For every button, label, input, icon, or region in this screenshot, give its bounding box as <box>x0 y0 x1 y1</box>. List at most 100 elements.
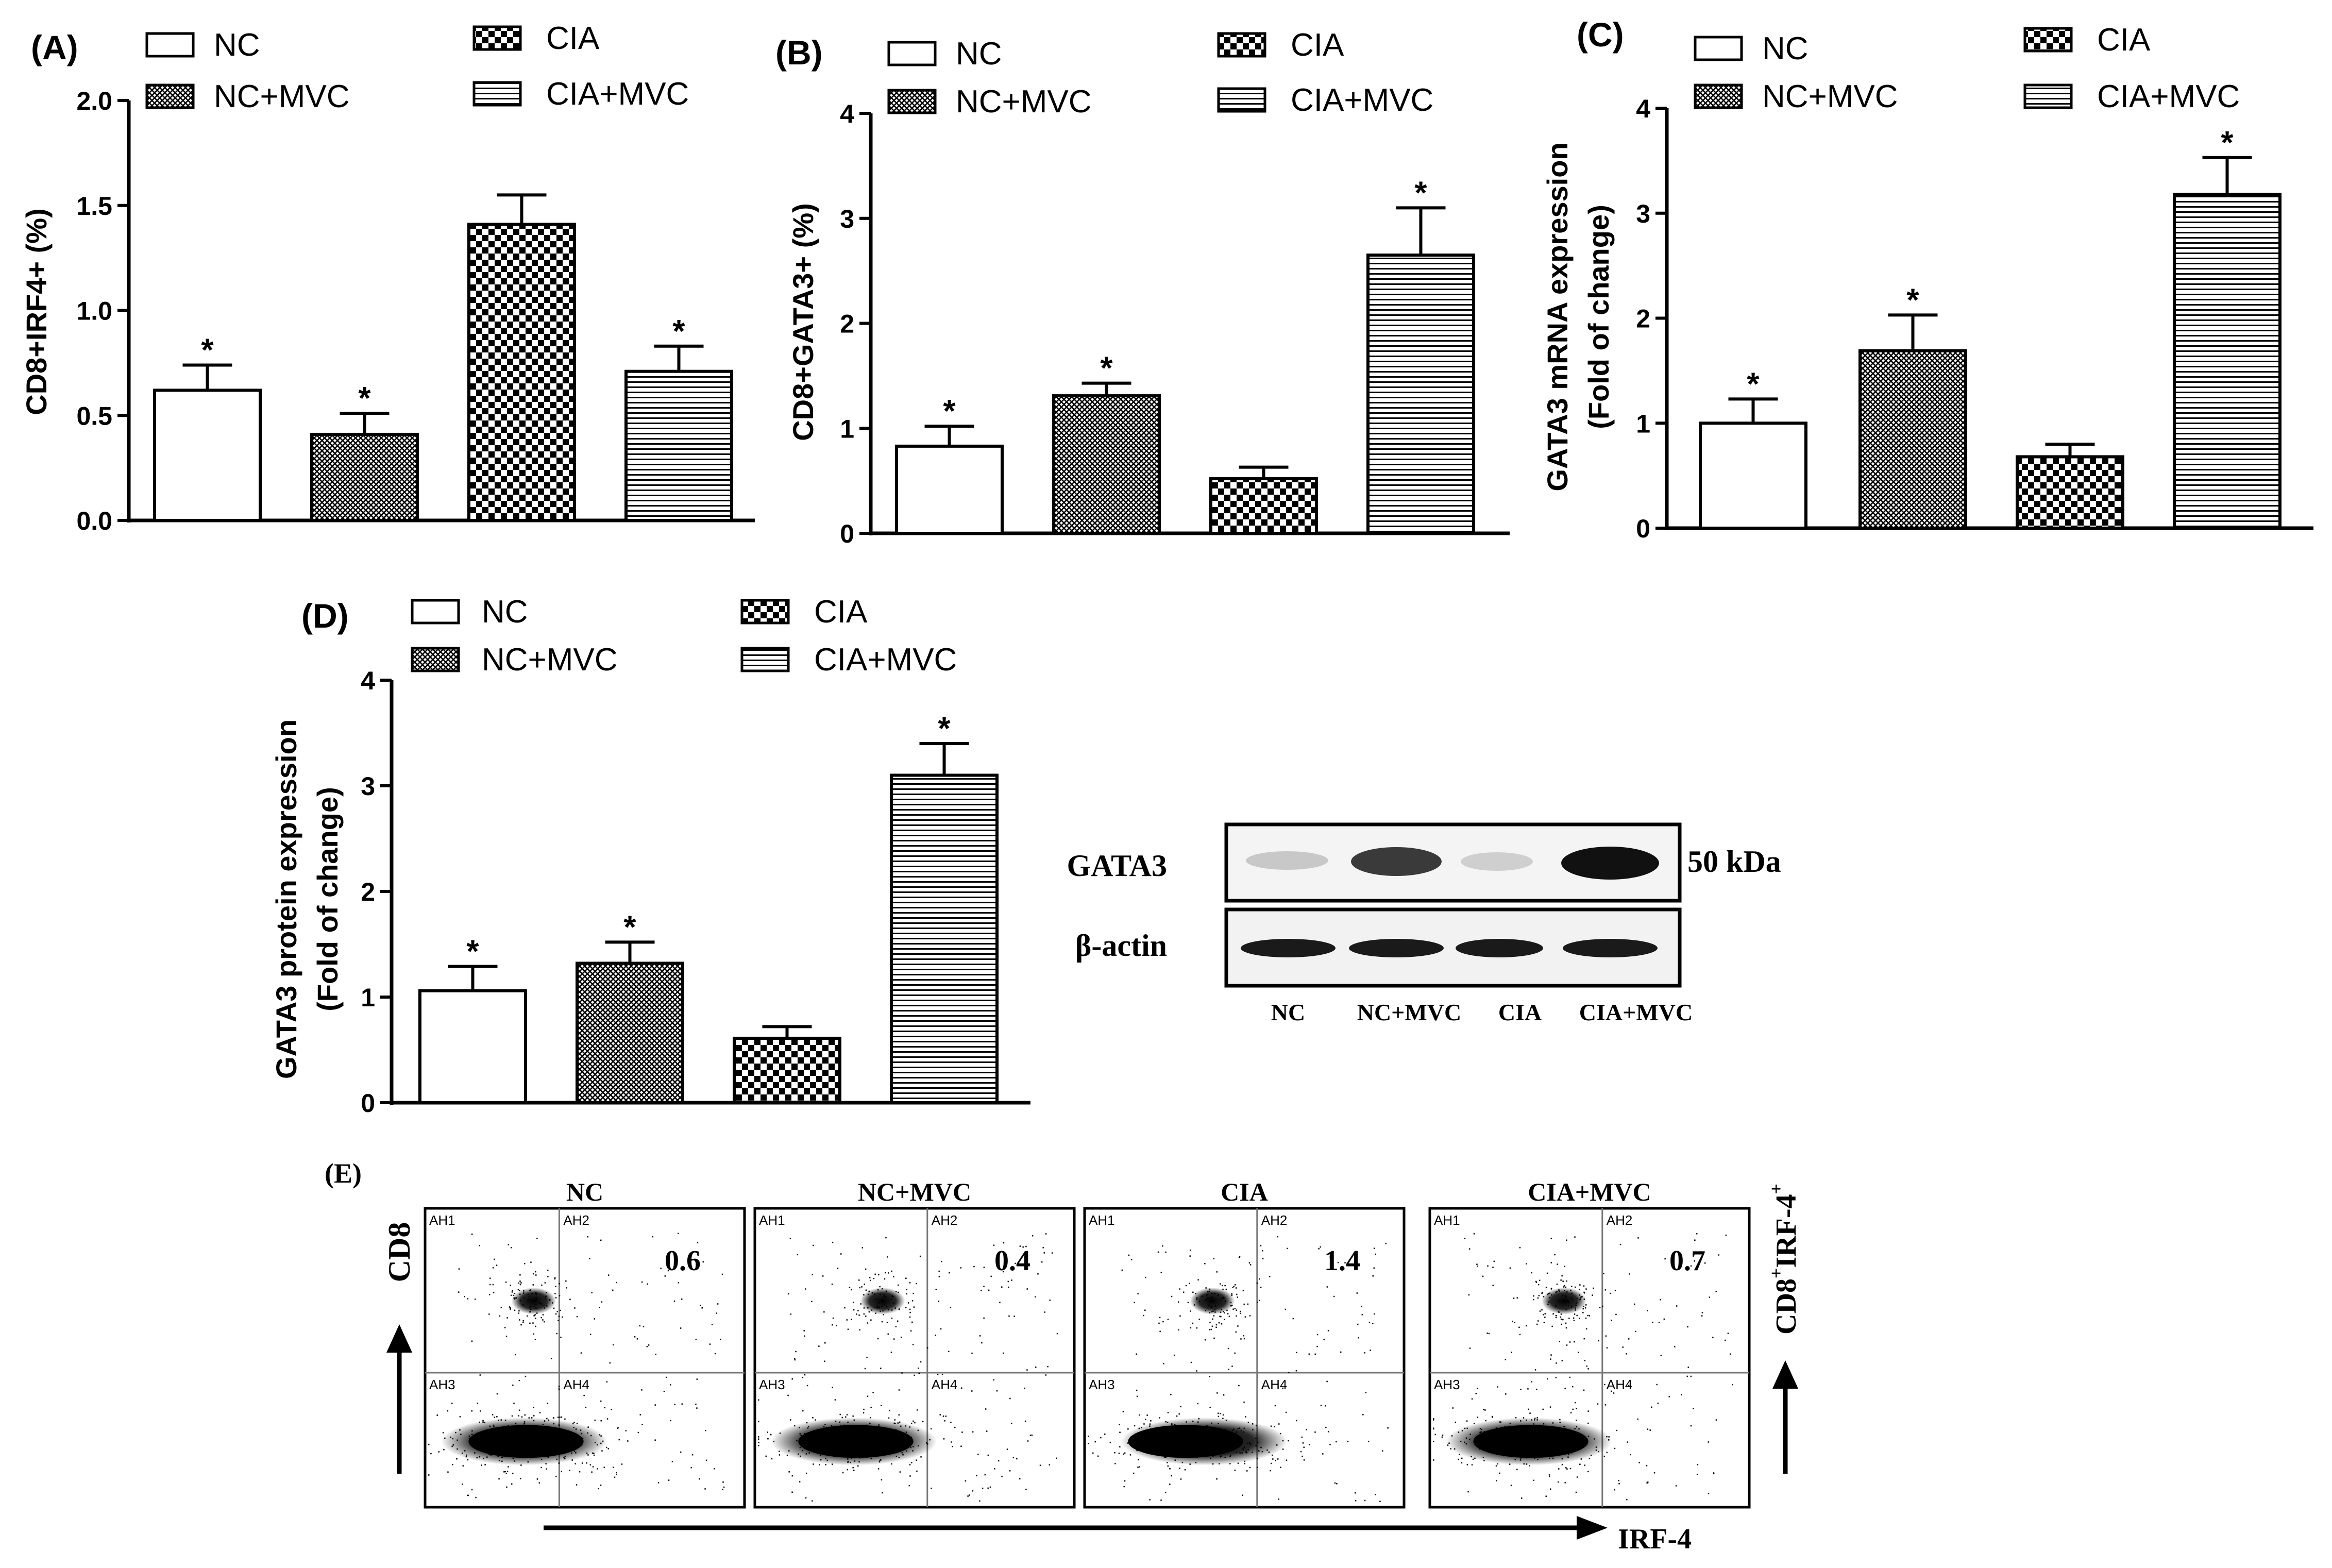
quadrant-percentage: 0.6 <box>665 1245 701 1277</box>
lane-label: NC <box>1271 999 1305 1025</box>
bar-cia <box>2016 455 2124 530</box>
y-axis-label-2: (Fold of change) <box>1582 205 1615 429</box>
bar-cia-mvc <box>624 369 733 522</box>
flow-plot-title: CIA+MVC <box>1528 1177 1651 1206</box>
blot-size-label: 50 kDa <box>1687 845 1781 879</box>
significance-star: * <box>2221 125 2234 161</box>
panel-label: (B) <box>775 33 823 72</box>
right-axis-label: CD8+IRF-4+ <box>1766 1184 1802 1335</box>
gate-label: AH4 <box>1607 1377 1633 1392</box>
cd8-positive-population <box>860 1287 905 1314</box>
y-tick-label: 2 <box>361 878 375 906</box>
western-blot: GATA3 β-actin 50 kDa NC NC+MVC CIA CIA+M… <box>1067 822 1781 1025</box>
flow-plot-cia-mvc: CIA+MVC AH1 AH2 AH3 AH4 0.7 <box>1428 1177 1751 1509</box>
legend-label: CIA <box>2097 22 2151 58</box>
legend-swatch-nc <box>1694 36 1743 61</box>
gate-label: AH2 <box>1261 1212 1288 1228</box>
legend-label: CIA+MVC <box>1291 82 1433 118</box>
blot-row-label: β-actin <box>1075 929 1167 963</box>
x-axis-label: IRF-4 <box>1618 1523 1692 1555</box>
lane-label: CIA+MVC <box>1579 999 1693 1025</box>
blot-row-label: GATA3 <box>1067 849 1167 883</box>
y-tick-label: 1.5 <box>76 192 112 221</box>
panel-label: (E) <box>325 1158 362 1189</box>
legend-label: CIA+MVC <box>814 642 957 678</box>
bar-nc <box>418 989 527 1104</box>
significance-star: * <box>943 394 956 429</box>
cd8-positive-population <box>1542 1287 1586 1314</box>
right-axis-sup: + <box>1766 1184 1786 1194</box>
panel-c: (C) GATA3 mRNA expression (Fold of chang… <box>1541 15 2313 543</box>
legend-label: NC+MVC <box>956 84 1092 120</box>
y-tick-label: 1 <box>1636 409 1650 438</box>
bar-cia <box>1209 477 1318 535</box>
bar-cia-mvc <box>2173 193 2282 530</box>
bar-cia-mvc <box>890 773 999 1104</box>
legend-swatch-nc <box>411 599 460 625</box>
bar-plot: 0 1 2 3 4 * * * <box>840 99 1510 548</box>
bar-nc-mvc <box>576 962 684 1105</box>
significance-star: * <box>1100 351 1113 386</box>
y-tick-label: 0 <box>361 1089 375 1118</box>
bar-cia-mvc <box>1366 254 1475 535</box>
significance-star: * <box>466 934 479 970</box>
flow-plot-title: CIA <box>1221 1177 1268 1206</box>
band-gata3-cia <box>1461 852 1533 871</box>
significance-star: * <box>1747 366 1760 402</box>
cd8-negative-core <box>1473 1425 1589 1458</box>
bar-plot: 0 1 2 3 4 * * * <box>1636 94 2313 543</box>
significance-star: * <box>938 711 951 747</box>
flow-plot-cia: CIA AH1 AH2 AH3 AH4 1.4 <box>1083 1177 1406 1509</box>
panel-b: (B) CD8+GATA3+ (%) NC NC+MVC CIA CIA+MVC… <box>775 27 1510 548</box>
panel-d: (D) GATA3 protein expression (Fold of ch… <box>270 594 1030 1118</box>
y-axis-label: CD8+IRF4+ (%) <box>20 208 53 415</box>
legend-label: CIA+MVC <box>546 76 689 112</box>
y-axis-label: CD8 <box>382 1222 416 1283</box>
legend-label: CIA <box>1291 27 1344 63</box>
legend: NC NC+MVC CIA CIA+MVC <box>1694 22 2240 114</box>
significance-star: * <box>201 332 214 368</box>
legend: NC NC+MVC CIA CIA+MVC <box>411 594 957 678</box>
quadrant-percentage: 0.7 <box>1669 1245 1705 1277</box>
y-tick-label: 1.0 <box>76 297 112 326</box>
lane-label: CIA <box>1498 999 1542 1025</box>
flow-plots: NC AH1 AH2 AH3 AH4 0.6 NC+MVC AH1 AH2 AH3 AH4 0.4 CI… <box>424 1177 1751 1509</box>
band-actin-nc <box>1241 939 1336 957</box>
cd8-negative-core <box>468 1425 584 1458</box>
y-tick-label: 1 <box>840 414 854 443</box>
gate-label: AH1 <box>1434 1212 1460 1228</box>
gate-label: AH4 <box>1261 1377 1288 1392</box>
panel-label: (C) <box>1577 15 1624 54</box>
legend-label: CIA+MVC <box>2097 79 2240 114</box>
significance-star: * <box>1414 175 1427 211</box>
lane-label: NC+MVC <box>1357 999 1462 1025</box>
gate-label: AH1 <box>429 1212 455 1228</box>
legend-swatch-nc-mvc <box>411 647 460 672</box>
right-axis-text: CD8 <box>1770 1278 1802 1335</box>
gate-label: AH4 <box>932 1377 958 1392</box>
bar-plot: 0.0 0.5 1.0 1.5 2.0 * * * <box>76 87 755 535</box>
legend-swatch-nc-mvc <box>145 83 195 109</box>
bar-cia <box>467 223 576 522</box>
panel-label: (A) <box>31 28 78 66</box>
significance-star: * <box>623 909 636 945</box>
gate-label: AH3 <box>759 1377 785 1392</box>
legend-label: NC+MVC <box>482 642 618 678</box>
bar-cia <box>733 1036 841 1104</box>
bar-nc <box>895 444 1004 535</box>
flow-plot-title: NC <box>566 1177 603 1206</box>
bar-nc <box>153 389 262 522</box>
legend-swatch-nc <box>145 32 195 58</box>
band-gata3-nc-mvc <box>1351 847 1442 876</box>
svg-text:CD8+IRF-4+: CD8+IRF-4+ <box>1766 1184 1802 1335</box>
y-axis-label: GATA3 mRNA expression <box>1541 142 1574 491</box>
y-tick-label: 1 <box>361 983 375 1012</box>
gate-label: AH4 <box>563 1377 589 1392</box>
bar-nc-mvc <box>1052 394 1161 535</box>
legend: NC NC+MVC CIA CIA+MVC <box>145 21 689 114</box>
significance-star: * <box>1906 282 1919 318</box>
bar-plot: 0 1 2 3 4 * * * <box>361 666 1030 1118</box>
y-axis-label: GATA3 protein expression <box>270 719 302 1079</box>
y-tick-label: 0.5 <box>76 401 112 430</box>
legend-label: NC <box>482 594 528 630</box>
